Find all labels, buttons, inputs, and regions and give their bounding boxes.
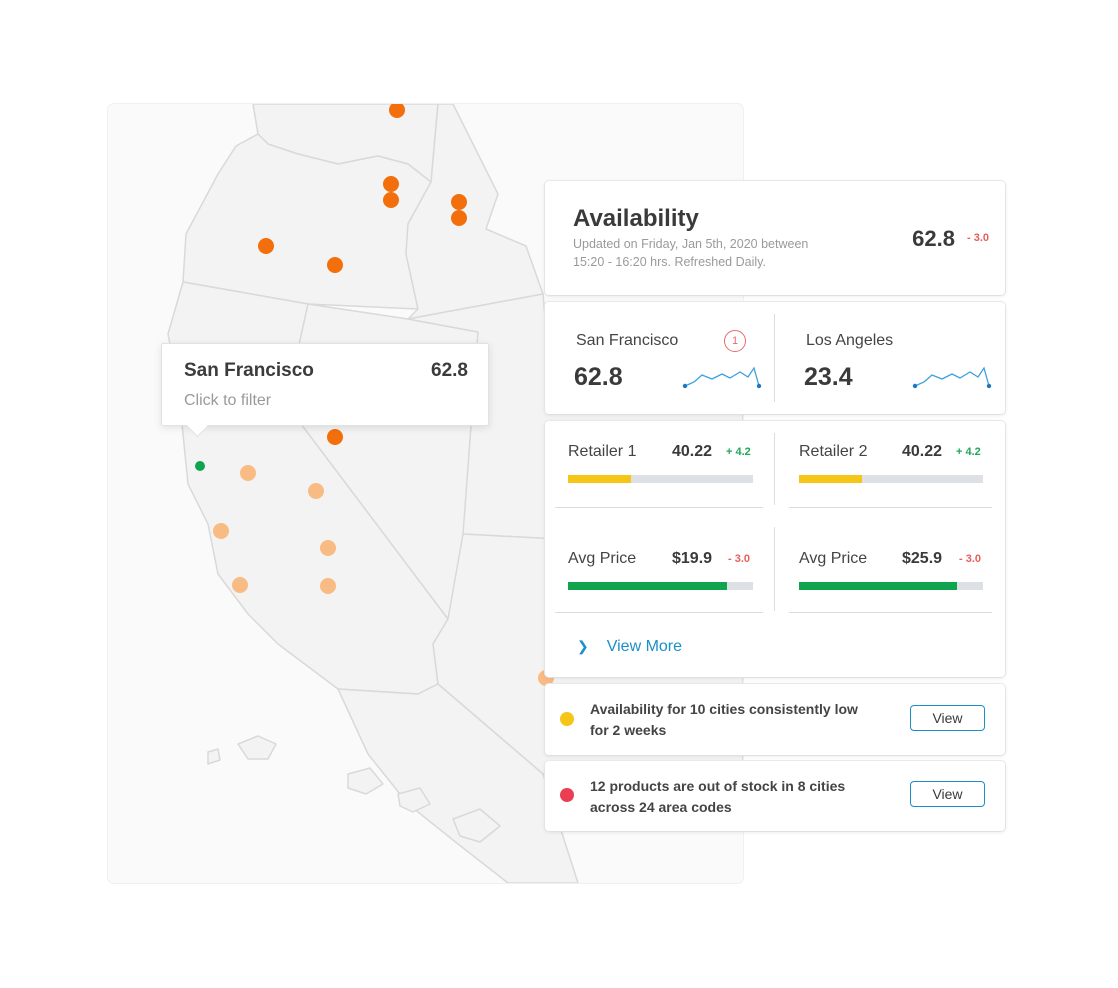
island-5: [207, 748, 221, 765]
metric-progress-bar: [799, 475, 983, 483]
metric-value: 40.22: [902, 443, 943, 460]
map-marker[interactable]: [389, 104, 405, 118]
city-value: 23.4: [804, 363, 853, 391]
warning-status-dot: [560, 712, 574, 726]
metric-progress-fill: [568, 582, 728, 590]
metric-delta: + 4.2: [726, 446, 751, 458]
divider: [789, 507, 992, 508]
map-marker-selected[interactable]: [195, 461, 205, 471]
region-baja: [337, 683, 579, 883]
map-marker[interactable]: [240, 465, 256, 481]
sparkline-sf: [682, 366, 762, 389]
alert-text: Availability for 10 cities consistently …: [590, 701, 858, 738]
alert-count-badge[interactable]: 1: [724, 330, 746, 352]
island-3: [397, 787, 431, 813]
tooltip-value: 62.8: [431, 360, 468, 381]
metric-label: Avg Price: [799, 550, 868, 567]
island-2: [347, 767, 384, 795]
error-status-dot: [560, 788, 574, 802]
alert-card: 12 products are out of stock in 8 cities…: [545, 761, 1005, 831]
tooltip-hint: Click to filter: [184, 392, 272, 409]
map-marker[interactable]: [451, 210, 467, 226]
availability-updated: Updated on Friday, Jan 5th, 2020 between…: [573, 237, 809, 269]
map-marker[interactable]: [327, 257, 343, 273]
cities-card: San Francisco 1 62.8 Los Angeles 23.4: [545, 302, 1005, 414]
metric-progress-fill: [799, 475, 862, 483]
map-marker[interactable]: [308, 483, 324, 499]
divider: [774, 314, 775, 402]
availability-value: 62.8: [912, 226, 955, 251]
metrics-card: Retailer 1 40.22 + 4.2 Retailer 2 40.22 …: [545, 421, 1005, 677]
island-4: [452, 808, 501, 843]
metric-value: $19.9: [672, 550, 713, 567]
metric-label: Retailer 2: [799, 443, 868, 460]
map-markers: [195, 104, 554, 686]
map-marker[interactable]: [451, 194, 467, 210]
divider: [555, 612, 763, 613]
metric-delta: + 4.2: [956, 446, 981, 458]
city-value: 62.8: [574, 363, 623, 391]
view-button[interactable]: View: [910, 781, 985, 807]
metric-progress-bar: [568, 582, 753, 590]
sparkline-la: [912, 366, 992, 389]
island-1: [237, 735, 277, 760]
map-marker[interactable]: [320, 540, 336, 556]
divider: [789, 612, 992, 613]
metric-label: Avg Price: [568, 550, 637, 567]
metric-delta: - 3.0: [728, 553, 751, 565]
divider: [774, 433, 775, 505]
map-tooltip[interactable]: San Francisco 62.8 Click to filter: [161, 343, 489, 438]
metric-delta: - 3.0: [959, 553, 982, 565]
availability-title: Availability: [573, 205, 699, 232]
availability-delta: - 3.0: [966, 232, 989, 244]
alert-card: Availability for 10 cities consistently …: [545, 684, 1005, 755]
view-more-label: View More: [606, 638, 683, 655]
divider: [774, 527, 775, 611]
map-marker[interactable]: [213, 523, 229, 539]
map-marker[interactable]: [383, 192, 399, 208]
city-name: Los Angeles: [806, 332, 894, 349]
alert-text: 12 products are out of stock in 8 cities…: [590, 778, 846, 815]
metric-progress-bar: [568, 475, 753, 483]
metric-progress-bar: [799, 582, 983, 590]
map-marker[interactable]: [232, 577, 248, 593]
state-oregon: [182, 133, 432, 310]
city-name: San Francisco: [576, 332, 679, 349]
view-more-link[interactable]: ❯ View More: [577, 638, 682, 656]
metric-label: Retailer 1: [568, 443, 637, 460]
tooltip-city: San Francisco: [184, 360, 314, 381]
availability-card: Availability Updated on Friday, Jan 5th,…: [545, 181, 1005, 295]
map-marker[interactable]: [258, 238, 274, 254]
metric-value: $25.9: [902, 550, 943, 567]
map-marker[interactable]: [320, 578, 336, 594]
metric-progress-fill: [799, 582, 958, 590]
chevron-right-icon: ❯: [577, 638, 589, 654]
metric-progress-fill: [568, 475, 631, 483]
view-button[interactable]: View: [910, 705, 985, 731]
map-marker[interactable]: [327, 429, 343, 445]
metric-value: 40.22: [672, 443, 713, 460]
map-marker[interactable]: [383, 176, 399, 192]
divider: [555, 507, 763, 508]
